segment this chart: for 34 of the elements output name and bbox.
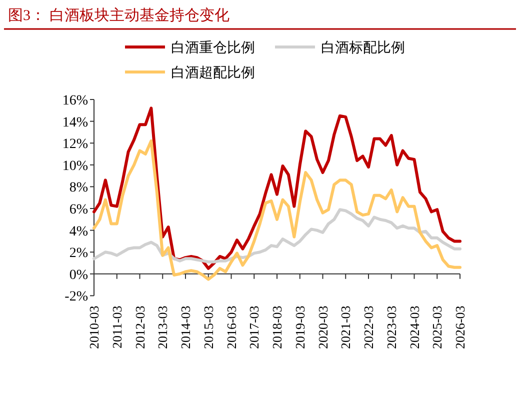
y-tick-label: 2%: [69, 246, 88, 262]
legend-label: 白酒标配比例: [321, 40, 405, 56]
x-tick-label: 2015-03: [200, 306, 216, 350]
x-tick-label: 2025-03: [430, 306, 445, 350]
y-tick-label: 14%: [62, 115, 88, 130]
x-tick-label: 2017-03: [246, 306, 262, 350]
y-tick-label: 12%: [62, 137, 88, 152]
x-tick-label: 2016-03: [224, 306, 239, 350]
y-tick-label: 0%: [69, 268, 88, 283]
y-tick-label: 10%: [62, 158, 88, 174]
legend-label: 白酒重仓比例: [171, 40, 255, 56]
y-tick-label: 4%: [69, 224, 88, 240]
x-tick-label: 2010-03: [86, 306, 102, 350]
line-series: [92, 208, 462, 264]
x-tick-label: 2020-03: [315, 306, 330, 350]
line-series: [92, 139, 462, 281]
y-tick-label: 8%: [69, 180, 88, 196]
x-tick-label: 2013-03: [155, 306, 170, 350]
x-tick-label: 2024-03: [406, 306, 422, 350]
x-tick-label: 2012-03: [132, 306, 148, 350]
y-tick-label: 6%: [69, 202, 88, 218]
legend-label: 白酒超配比例: [171, 65, 255, 81]
y-tick-label: 16%: [62, 94, 88, 108]
x-tick-label: 2022-03: [361, 306, 376, 350]
x-tick-label: 2011-03: [109, 306, 124, 349]
y-tick-label: -2%: [64, 290, 88, 305]
x-tick-label: 2023-03: [384, 306, 399, 350]
x-tick-label: 2018-03: [270, 306, 284, 350]
x-tick-label: 2021-03: [338, 306, 354, 350]
chart-title: 图3： 白酒板块主动基金持仓变化: [8, 7, 230, 24]
line-series: [92, 106, 462, 270]
x-tick-label: 2014-03: [178, 306, 193, 350]
x-tick-label: 2026-03: [452, 306, 468, 350]
x-tick-label: 2019-03: [292, 306, 308, 350]
